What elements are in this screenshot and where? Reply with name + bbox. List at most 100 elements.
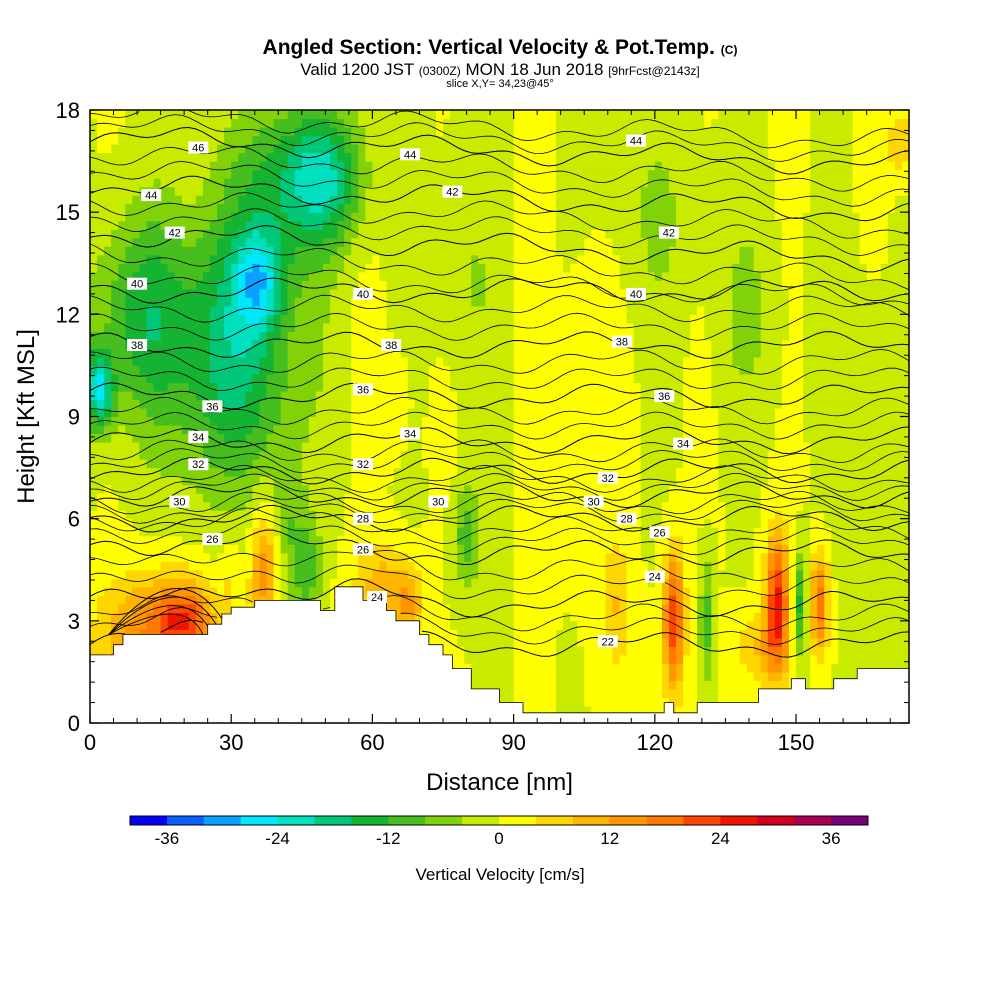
velocity-cell	[224, 433, 246, 443]
velocity-cell	[803, 288, 910, 298]
velocity-cell	[407, 569, 423, 579]
velocity-cell	[704, 671, 712, 682]
velocity-cell	[287, 365, 324, 375]
velocity-cell	[704, 612, 712, 622]
velocity-cell	[301, 467, 352, 477]
velocity-cell	[796, 595, 804, 605]
velocity-cell	[457, 527, 472, 537]
velocity-cell	[781, 620, 790, 630]
velocity-cell	[810, 476, 910, 486]
velocity-cell	[661, 161, 776, 171]
velocity-cell	[810, 186, 854, 196]
velocity-cell	[577, 629, 606, 639]
contour-label-box	[673, 437, 694, 450]
velocity-cell	[661, 671, 670, 682]
contour-label: 38	[381, 339, 402, 352]
velocity-cell	[690, 637, 698, 647]
velocity-cell	[280, 331, 289, 341]
theta-contour-low	[108, 596, 223, 635]
velocity-cell	[831, 620, 839, 630]
velocity-cell	[661, 654, 670, 664]
velocity-cell	[471, 271, 486, 281]
valid-prefix: Valid 1200 JST	[300, 60, 414, 79]
velocity-cell	[379, 254, 472, 264]
velocity-cell	[245, 586, 253, 596]
velocity-cell	[202, 603, 211, 613]
velocity-cell	[111, 637, 126, 647]
velocity-cell	[125, 569, 204, 579]
velocity-cell	[718, 688, 769, 699]
velocity-cell	[90, 527, 141, 537]
velocity-cell	[690, 322, 705, 332]
velocity-cell	[555, 688, 585, 699]
velocity-cell	[690, 629, 698, 639]
velocity-cell	[280, 407, 317, 418]
velocity-cell	[457, 399, 515, 409]
velocity-cell	[803, 425, 910, 435]
velocity-cell	[626, 314, 691, 324]
velocity-cell	[788, 646, 797, 656]
velocity-cell	[428, 373, 451, 384]
velocity-cell	[796, 620, 804, 630]
velocity-cell	[308, 416, 352, 426]
velocity-cell	[210, 459, 253, 469]
velocity-cell	[683, 373, 712, 384]
velocity-cell	[676, 476, 719, 486]
y-axis-title: Height [Kft MSL]	[13, 329, 40, 504]
velocity-cell	[273, 263, 282, 273]
contour-label-text: 34	[192, 432, 204, 444]
velocity-cell	[344, 212, 352, 222]
velocity-cell	[160, 254, 211, 264]
velocity-cell	[760, 620, 769, 630]
velocity-cell	[273, 510, 282, 520]
velocity-cell	[697, 663, 705, 673]
velocity-cell	[555, 161, 656, 171]
velocity-cell	[880, 263, 910, 273]
velocity-cell	[386, 314, 515, 324]
velocity-cell	[739, 254, 755, 264]
velocity-cell	[718, 535, 727, 545]
velocity-cell	[513, 586, 606, 596]
velocity-cell	[796, 654, 811, 664]
velocity-cell	[668, 484, 719, 494]
velocity-cell	[153, 603, 169, 613]
velocity-cell	[259, 544, 275, 554]
velocity-cell	[605, 561, 628, 571]
velocity-cell	[612, 603, 621, 613]
velocity-cell	[160, 220, 211, 230]
velocity-cell	[626, 612, 663, 622]
velocity-cell	[294, 569, 317, 579]
theta-contour-44	[89, 146, 910, 192]
velocity-cell	[704, 518, 712, 528]
velocity-cell	[796, 544, 811, 554]
theta-contour-38	[89, 312, 910, 341]
velocity-cell	[817, 586, 825, 596]
velocity-cell	[294, 544, 317, 554]
velocity-cell	[668, 493, 719, 503]
contour-label-box	[202, 400, 223, 413]
velocity-cell	[513, 433, 642, 443]
velocity-cell	[513, 110, 557, 120]
velocity-cell	[181, 476, 261, 486]
contour-label-box	[202, 533, 223, 546]
velocity-cell	[231, 263, 239, 273]
velocity-cell	[90, 620, 112, 630]
velocity-cell	[788, 544, 797, 554]
velocity-cell	[753, 535, 769, 545]
velocity-cell	[153, 416, 211, 426]
velocity-cell	[711, 586, 719, 596]
velocity-cell	[322, 535, 338, 545]
velocity-cell	[563, 612, 571, 622]
velocity-cell	[619, 280, 734, 290]
velocity-cell	[668, 552, 677, 562]
velocity-cell	[513, 203, 557, 213]
theta-contour-30	[89, 473, 910, 501]
velocity-cell	[831, 561, 910, 571]
velocity-cell	[774, 416, 804, 426]
velocity-cell	[210, 314, 225, 324]
velocity-cell	[683, 637, 691, 647]
velocity-cell	[217, 552, 253, 562]
velocity-cell	[90, 195, 133, 205]
velocity-cell	[365, 578, 416, 588]
velocity-cell	[690, 331, 705, 341]
